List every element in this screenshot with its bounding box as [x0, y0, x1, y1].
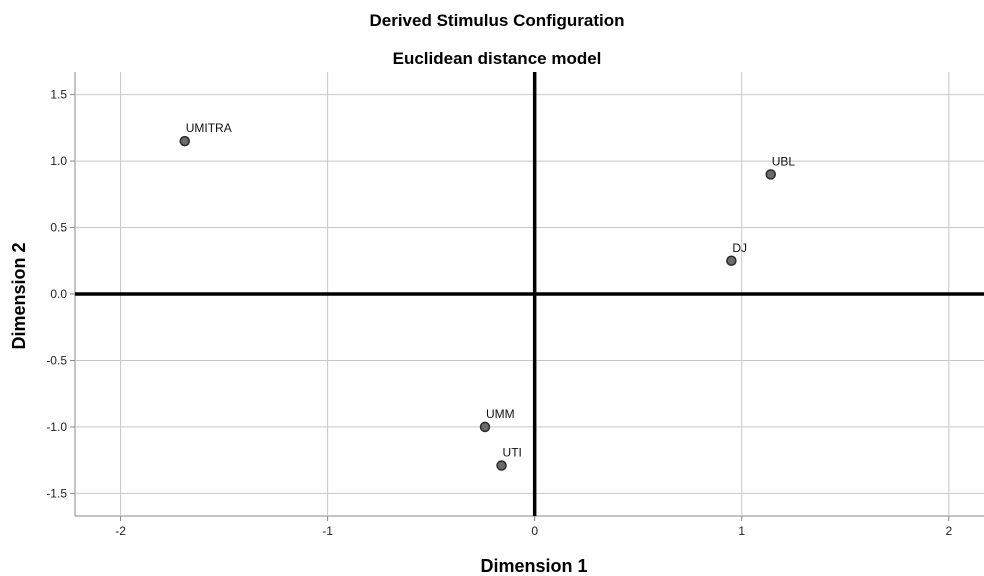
chart-subtitle: Euclidean distance model — [393, 49, 602, 68]
reference-lines — [75, 72, 984, 516]
y-tick-label: -1.5 — [46, 486, 67, 500]
data-point-label: UMM — [486, 407, 515, 421]
y-tick-label: 1.0 — [50, 154, 67, 168]
data-point — [726, 255, 737, 267]
data-point — [765, 169, 776, 180]
y-tick-label: -1.0 — [46, 420, 67, 434]
y-tick-label: -0.5 — [46, 353, 67, 367]
x-tick-label: 1 — [738, 524, 745, 538]
tick-labels: -2 -1 0 1 2 1.5 1.0 0.5 0.0 -0.5 -1.0 -1.5 — [46, 88, 952, 538]
data-point-label: UBL — [772, 154, 796, 168]
data-point-label: UMITRA — [186, 121, 232, 135]
data-point — [496, 460, 507, 471]
y-tick-label: 1.5 — [50, 88, 67, 102]
x-axis-label: Dimension 1 — [480, 556, 587, 576]
data-point — [479, 421, 491, 433]
x-tick-label: 2 — [945, 524, 952, 538]
x-tick-label: -2 — [115, 524, 126, 538]
chart-title: Derived Stimulus Configuration — [369, 11, 624, 30]
data-point-label: UTI — [503, 445, 522, 459]
y-axis-label: Dimension 2 — [9, 242, 29, 349]
grid-lines — [70, 72, 984, 521]
data-points: UMITRA UBL DJ UMM UTI — [179, 121, 796, 471]
x-tick-label: -1 — [322, 524, 333, 538]
y-tick-label: 0.0 — [50, 287, 67, 301]
data-point — [179, 135, 190, 147]
x-tick-label: 0 — [531, 524, 538, 538]
data-point-label: DJ — [732, 241, 747, 255]
y-tick-label: 0.5 — [50, 221, 67, 235]
